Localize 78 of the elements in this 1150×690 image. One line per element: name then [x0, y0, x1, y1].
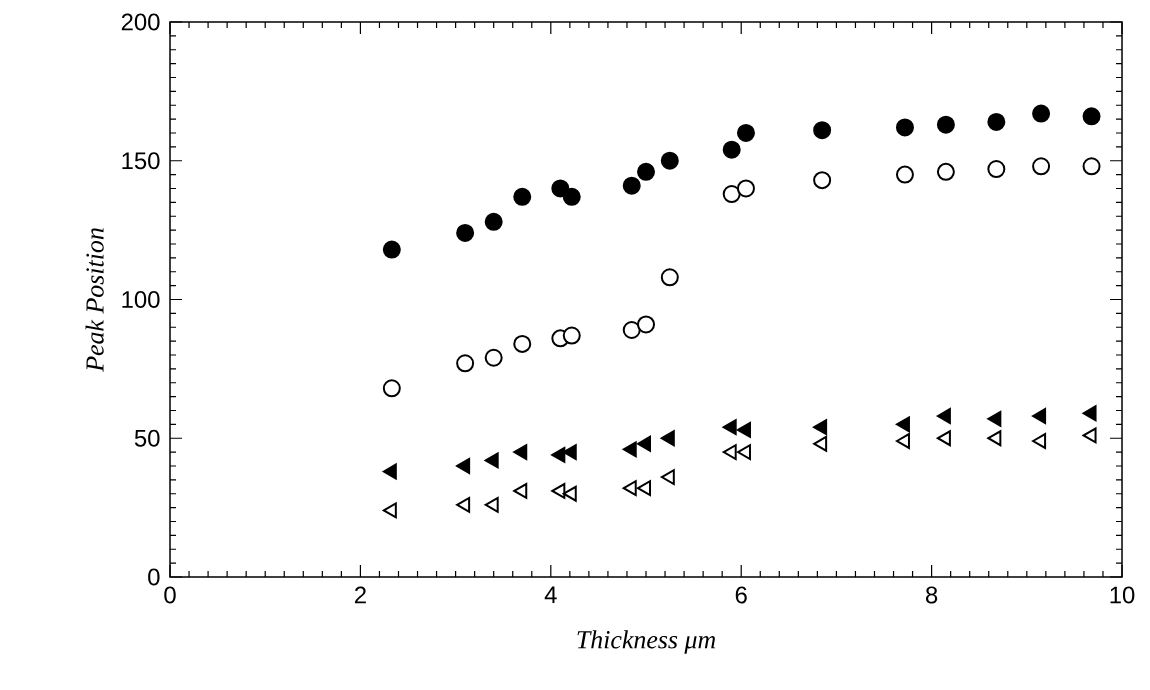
point	[660, 151, 679, 170]
point	[660, 469, 675, 486]
point	[456, 458, 471, 474]
point	[895, 118, 914, 137]
point	[637, 162, 656, 181]
point	[622, 441, 637, 458]
point	[1082, 157, 1101, 176]
y-tick-label: 0	[148, 568, 160, 586]
x-tick-label: 10	[1110, 586, 1135, 604]
y-axis-title: Peak Position	[85, 228, 104, 372]
point	[1032, 157, 1051, 176]
x-tick-label: 4	[544, 586, 557, 603]
point	[813, 419, 828, 436]
y-tick-label: 200	[121, 13, 160, 31]
point	[813, 171, 832, 190]
point	[736, 179, 755, 198]
point	[895, 433, 910, 449]
point	[660, 268, 679, 287]
point	[484, 348, 503, 367]
point	[637, 435, 652, 452]
point	[813, 121, 832, 140]
point	[622, 480, 637, 497]
point	[456, 354, 475, 373]
point	[1032, 104, 1051, 123]
point	[551, 446, 566, 463]
point	[722, 444, 737, 461]
point	[484, 452, 499, 469]
point	[1032, 433, 1047, 449]
point	[736, 444, 751, 461]
point	[562, 326, 581, 345]
y-tick-label: 100	[122, 291, 160, 308]
point	[895, 165, 914, 184]
point	[484, 496, 499, 513]
point	[637, 480, 652, 497]
point	[456, 223, 475, 242]
point	[987, 112, 1006, 131]
point	[722, 185, 741, 204]
point	[722, 140, 741, 159]
point	[987, 160, 1006, 179]
point	[987, 410, 1002, 427]
point	[551, 483, 566, 499]
point	[736, 123, 755, 142]
point	[382, 463, 397, 480]
point	[813, 435, 828, 452]
point	[562, 187, 581, 206]
point	[513, 444, 528, 461]
point	[622, 321, 641, 340]
point	[736, 421, 751, 438]
point	[895, 416, 910, 433]
point	[513, 483, 528, 499]
point	[382, 240, 401, 259]
point	[382, 379, 401, 398]
point	[484, 212, 503, 231]
point	[660, 430, 675, 447]
y-tick-label: 150	[122, 152, 160, 170]
point	[456, 496, 471, 513]
point	[1032, 408, 1047, 424]
point	[936, 430, 951, 447]
point	[513, 187, 532, 206]
point	[722, 419, 737, 436]
point	[562, 485, 577, 502]
point	[1082, 405, 1097, 422]
x-tick-label: 6	[735, 586, 747, 604]
x-tick-label: 2	[354, 586, 366, 604]
point	[622, 176, 641, 195]
point	[936, 408, 951, 424]
point	[936, 115, 955, 134]
point	[936, 162, 955, 181]
point	[1082, 107, 1101, 126]
x-tick-label: 8	[925, 586, 938, 604]
y-tick-label: 50	[134, 429, 160, 447]
point	[987, 430, 1002, 447]
x-tick-label: 0	[164, 586, 176, 604]
point	[513, 334, 532, 353]
point	[382, 502, 397, 519]
point	[1082, 427, 1097, 444]
point	[637, 315, 656, 334]
x-axis-title: Thickness μm	[577, 630, 716, 654]
